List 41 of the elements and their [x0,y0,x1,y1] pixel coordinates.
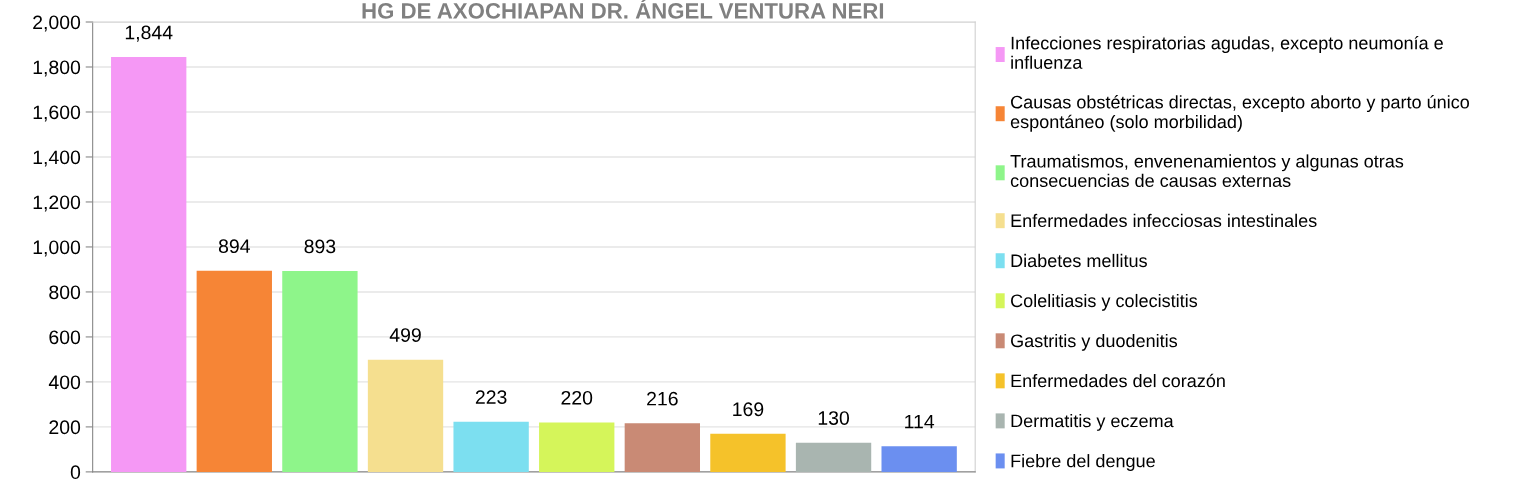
y-tick-label: 800 [49,285,81,300]
legend-label: Traumatismos, envenenamientos y algunas otras consecuencias de causas externas [1010,154,1404,188]
y-tick-label: 0 [70,465,81,480]
legend-label: Enfermedades del corazón [1011,373,1225,388]
y-tick-label: 600 [49,330,81,345]
y-tick-label: 1,400 [33,150,81,167]
bar [111,57,187,472]
bar [795,442,872,472]
bar [710,433,786,472]
y-tick-label: 1,200 [33,195,81,212]
data-label: 216 [647,391,678,406]
legend-label: Causas obstétricas directas, excepto aborto y parto único espontáneo (solo morbilidad) [1010,95,1469,132]
data-label: 114 [905,414,935,429]
legend-label: Infecciones respiratorias agudas, excepto neumonía e influenza [1011,35,1443,69]
bar [282,271,358,472]
legend-label: Gastritis y duodenitis [1011,333,1178,351]
data-label: 1,844 [125,25,173,42]
data-label: 499 [389,328,421,342]
data-label: 893 [304,239,336,254]
y-tick-label: 1,000 [33,240,81,257]
legend-label: Fiebre del dengue [1011,454,1155,471]
bar [624,423,700,472]
data-label: 894 [218,239,250,254]
bar [881,446,957,472]
data-label: 130 [818,411,850,425]
legend-label: Colelitiasis y colecistitis [1011,293,1198,311]
legend-label: Diabetes mellitus [1011,253,1147,268]
bar [196,270,272,472]
data-label: 169 [733,402,764,417]
y-tick-label: 2,000 [33,15,81,32]
data-label: 223 [475,390,507,404]
bar [539,422,615,472]
y-tick-label: 200 [49,420,81,435]
legend-label: Dermatitis y eczema [1011,414,1174,431]
y-tick-label: 1,800 [33,60,81,77]
bar [453,421,529,472]
y-tick-label: 1,600 [33,105,81,122]
y-tick-label: 400 [48,375,81,390]
legend-label: Enfermedades infecciosas intestinales [1011,213,1317,228]
data-label: 220 [561,390,593,405]
bar [367,359,444,472]
